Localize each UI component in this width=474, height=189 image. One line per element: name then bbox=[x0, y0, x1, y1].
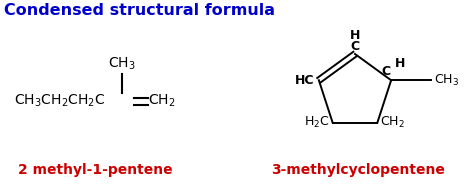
Text: C: C bbox=[381, 65, 390, 78]
Text: HC: HC bbox=[295, 74, 315, 87]
Text: Condensed structural formula: Condensed structural formula bbox=[4, 3, 275, 18]
Text: C: C bbox=[350, 40, 360, 53]
Text: 2 methyl-1-pentene: 2 methyl-1-pentene bbox=[18, 163, 173, 177]
Text: $\mathsf{CH_2}$: $\mathsf{CH_2}$ bbox=[380, 115, 405, 130]
Text: $\mathsf{CH_3}$: $\mathsf{CH_3}$ bbox=[108, 56, 136, 72]
Text: H: H bbox=[395, 57, 406, 70]
Text: $\mathsf{H_2C}$: $\mathsf{H_2C}$ bbox=[304, 115, 329, 130]
Text: $\mathsf{CH_2}$: $\mathsf{CH_2}$ bbox=[148, 93, 175, 109]
Text: H: H bbox=[350, 29, 360, 42]
Text: $\mathsf{CH_3CH_2CH_2C}$: $\mathsf{CH_3CH_2CH_2C}$ bbox=[14, 93, 105, 109]
Text: 3-methylcyclopentene: 3-methylcyclopentene bbox=[271, 163, 445, 177]
Text: $\mathsf{CH_3}$: $\mathsf{CH_3}$ bbox=[434, 73, 459, 88]
